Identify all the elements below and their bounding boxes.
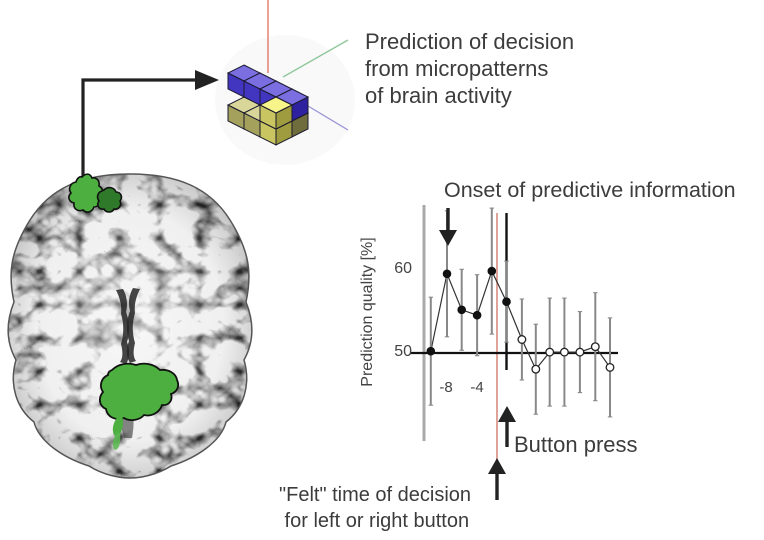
svg-text:-8: -8 bbox=[439, 379, 452, 396]
svg-text:Prediction quality [%]: Prediction quality [%] bbox=[359, 237, 376, 386]
svg-text:-4: -4 bbox=[470, 379, 483, 396]
svg-text:60: 60 bbox=[394, 260, 412, 277]
svg-text:50: 50 bbox=[394, 343, 412, 360]
svg-text:Onset of predictive informatio: Onset of predictive information bbox=[444, 178, 736, 202]
svg-text:Button press: Button press bbox=[514, 432, 638, 457]
